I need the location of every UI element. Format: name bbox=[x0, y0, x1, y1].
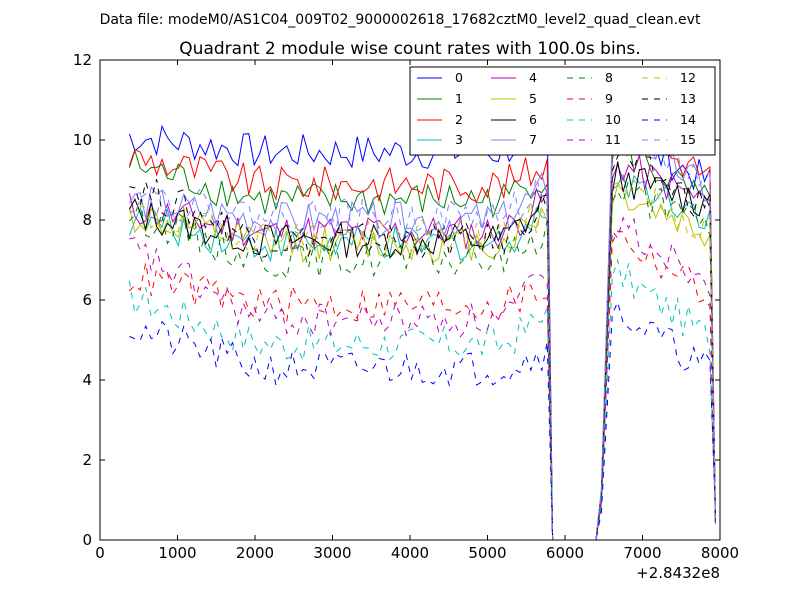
x-tick-label: 6000 bbox=[546, 544, 584, 562]
legend-label-5: 5 bbox=[529, 91, 537, 106]
x-tick-label: 7000 bbox=[623, 544, 661, 562]
series-line-6 bbox=[128, 161, 716, 540]
legend-label-4: 4 bbox=[529, 70, 537, 85]
legend-label-2: 2 bbox=[455, 112, 463, 127]
x-tick-label: 2000 bbox=[236, 544, 274, 562]
legend-label-14: 14 bbox=[680, 112, 696, 127]
legend-label-8: 8 bbox=[605, 70, 613, 85]
x-tick-label: 5000 bbox=[468, 544, 506, 562]
y-tick-label: 8 bbox=[82, 211, 92, 229]
legend-label-7: 7 bbox=[529, 132, 537, 147]
chart-title: Quadrant 2 module wise count rates with … bbox=[179, 39, 640, 59]
series-line-9 bbox=[129, 230, 716, 540]
x-tick-label: 3000 bbox=[313, 544, 351, 562]
legend-label-15: 15 bbox=[680, 132, 696, 147]
y-tick-label: 2 bbox=[82, 451, 92, 469]
legend-label-6: 6 bbox=[529, 112, 537, 127]
y-tick-label: 12 bbox=[73, 51, 92, 69]
legend-label-12: 12 bbox=[680, 70, 696, 85]
series-line-11 bbox=[129, 216, 716, 540]
series-line-10 bbox=[128, 258, 716, 540]
legend-label-10: 10 bbox=[605, 112, 621, 127]
y-tick-label: 0 bbox=[82, 531, 92, 549]
legend-label-1: 1 bbox=[455, 91, 463, 106]
x-axis: 0 1000 2000 3000 4000 5000 6000 7000 8000 bbox=[95, 60, 739, 562]
series-line-13 bbox=[129, 149, 716, 540]
legend-label-11: 11 bbox=[605, 132, 621, 147]
legend-frame bbox=[409, 66, 716, 156]
series-line-5 bbox=[128, 184, 716, 540]
y-tick-label: 4 bbox=[82, 371, 92, 389]
x-tick-label: 8000 bbox=[701, 544, 739, 562]
y-tick-label: 6 bbox=[82, 291, 92, 309]
series-line-12 bbox=[129, 179, 716, 540]
legend-label-0: 0 bbox=[455, 70, 463, 85]
legend-label-13: 13 bbox=[680, 91, 696, 106]
x-tick-label: 4000 bbox=[391, 544, 429, 562]
y-tick-label: 10 bbox=[73, 131, 92, 149]
figure-suptitle: Data file: modeM0/AS1C04_009T02_90000026… bbox=[100, 12, 701, 28]
legend-label-3: 3 bbox=[455, 132, 463, 147]
series-line-14 bbox=[129, 300, 716, 540]
legend-label-9: 9 bbox=[605, 91, 613, 106]
x-tick-label: 1000 bbox=[158, 544, 196, 562]
x-offset-label: +2.8432e8 bbox=[636, 564, 720, 582]
x-tick-label: 0 bbox=[95, 544, 105, 562]
